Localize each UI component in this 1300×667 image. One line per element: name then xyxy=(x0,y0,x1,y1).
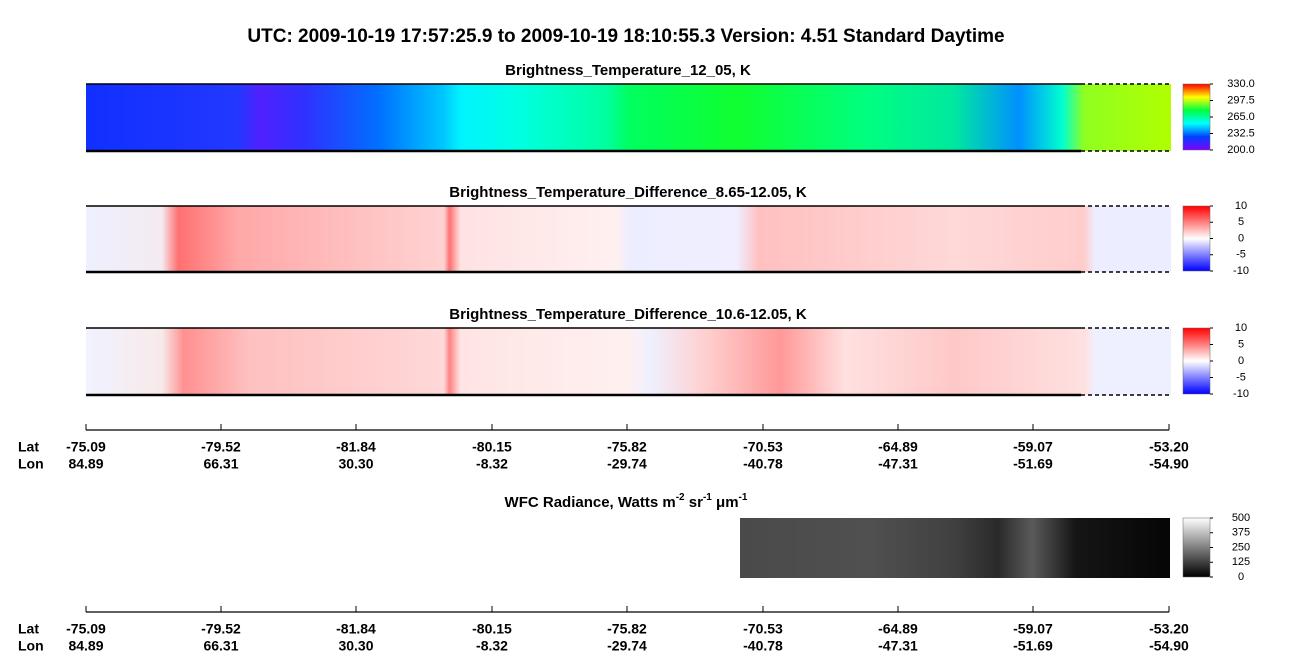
colorbar-tick-label: 125 xyxy=(1232,556,1250,568)
colorbar-tick-label: -10 xyxy=(1233,388,1249,400)
lon-tick-label: 66.31 xyxy=(203,638,238,654)
lat-tick-label: -70.53 xyxy=(743,439,783,455)
lon-tick-label: 84.89 xyxy=(68,638,103,654)
colorbar-tick-label: 500 xyxy=(1232,512,1250,524)
lon-tick-label: -29.74 xyxy=(607,638,647,654)
colorbar-tick-label: 0 xyxy=(1238,571,1244,583)
lon-label: Lon xyxy=(18,638,44,654)
lon-tick-label: -29.74 xyxy=(607,456,647,472)
colorbar-tick-label: 232.5 xyxy=(1227,127,1255,139)
lon-tick-label: -54.90 xyxy=(1149,456,1189,472)
panel-title: Brightness_Temperature_Difference_10.6-1… xyxy=(449,306,807,323)
lat-tick-label: -80.15 xyxy=(472,621,512,637)
heatmap-field xyxy=(86,84,1171,151)
lon-tick-label: 66.31 xyxy=(203,456,238,472)
panel-title: Brightness_Temperature_12_05, K xyxy=(505,62,751,79)
colorbar-tick-label: 297.5 xyxy=(1227,94,1255,106)
lon-tick-label: -51.69 xyxy=(1013,638,1053,654)
lon-tick-label: 30.30 xyxy=(338,638,373,654)
colorbar xyxy=(1182,517,1211,578)
colorbar-tick-label: 0 xyxy=(1238,355,1244,367)
lon-tick-label: -8.32 xyxy=(476,638,508,654)
colorbar-tick-label: 375 xyxy=(1232,527,1250,539)
colorbar-tick-label: 5 xyxy=(1238,216,1244,228)
lon-tick-label: -47.31 xyxy=(878,456,918,472)
colorbar-tick-label: 5 xyxy=(1238,338,1244,350)
heatmap-field xyxy=(740,518,1170,578)
lat-tick-label: -64.89 xyxy=(878,621,918,637)
lon-tick-label: 84.89 xyxy=(68,456,103,472)
colorbar xyxy=(1182,83,1211,151)
lon-label: Lon xyxy=(18,456,44,472)
lon-tick-label: -51.69 xyxy=(1013,456,1053,472)
panel-title-part: -2 xyxy=(676,492,685,503)
heatmap-field xyxy=(86,206,1171,272)
panel-title-part: sr xyxy=(685,494,704,511)
lon-tick-label: -47.31 xyxy=(878,638,918,654)
lat-tick-label: -75.09 xyxy=(66,439,106,455)
panel-title-part: -1 xyxy=(703,492,712,503)
lat-tick-label: -53.20 xyxy=(1149,621,1189,637)
heatmap-field xyxy=(86,328,1171,395)
colorbar xyxy=(1182,327,1211,395)
lat-tick-label: -64.89 xyxy=(878,439,918,455)
colorbar-tick-label: 0 xyxy=(1238,232,1244,244)
lat-tick-label: -75.09 xyxy=(66,621,106,637)
lat-tick-label: -81.84 xyxy=(336,621,376,637)
colorbar-tick-label: 10 xyxy=(1235,322,1247,334)
colorbar-tick-label: 265.0 xyxy=(1227,111,1255,123)
lat-tick-label: -59.07 xyxy=(1013,621,1053,637)
colorbar-tick-label: 330.0 xyxy=(1227,78,1255,90)
colorbar-tick-label: -10 xyxy=(1233,265,1249,277)
lat-label: Lat xyxy=(18,439,39,455)
lon-tick-label: -54.90 xyxy=(1149,638,1189,654)
panel-title-part: -1 xyxy=(739,492,748,503)
panel-title-part: μm xyxy=(712,494,739,511)
lat-tick-label: -81.84 xyxy=(336,439,376,455)
lon-tick-label: -40.78 xyxy=(743,456,783,472)
lat-tick-label: -70.53 xyxy=(743,621,783,637)
lat-tick-label: -75.82 xyxy=(607,439,647,455)
colorbar-tick-label: 200.0 xyxy=(1227,144,1255,156)
panel-title: WFC Radiance, Watts m-2 sr-1 μm-1 xyxy=(505,492,748,511)
panel-title: Brightness_Temperature_Difference_8.65-1… xyxy=(449,184,807,201)
lon-tick-label: -8.32 xyxy=(476,456,508,472)
lat-label: Lat xyxy=(18,621,39,637)
lon-tick-label: -40.78 xyxy=(743,638,783,654)
lat-tick-label: -79.52 xyxy=(201,439,241,455)
lon-tick-label: 30.30 xyxy=(338,456,373,472)
lat-tick-label: -79.52 xyxy=(201,621,241,637)
colorbar-tick-label: 10 xyxy=(1235,200,1247,212)
colorbar-tick-label: -5 xyxy=(1236,371,1246,383)
lat-tick-label: -59.07 xyxy=(1013,439,1053,455)
colorbar xyxy=(1182,205,1211,272)
colorbar-tick-label: 250 xyxy=(1232,541,1250,553)
main-title: UTC: 2009-10-19 17:57:25.9 to 2009-10-19… xyxy=(247,26,1004,47)
colorbar-tick-label: -5 xyxy=(1236,249,1246,261)
lat-tick-label: -53.20 xyxy=(1149,439,1189,455)
lat-tick-label: -80.15 xyxy=(472,439,512,455)
lat-tick-label: -75.82 xyxy=(607,621,647,637)
